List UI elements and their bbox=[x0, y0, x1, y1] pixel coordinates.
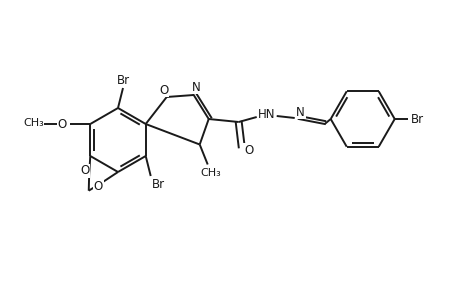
Text: O: O bbox=[244, 143, 253, 157]
Text: N: N bbox=[192, 80, 201, 94]
Text: O: O bbox=[80, 164, 90, 177]
Text: Br: Br bbox=[152, 178, 165, 190]
Text: CH₃: CH₃ bbox=[23, 118, 44, 128]
Text: O: O bbox=[57, 118, 67, 130]
Text: N: N bbox=[296, 106, 304, 118]
Text: O: O bbox=[94, 180, 103, 193]
Text: CH₃: CH₃ bbox=[200, 167, 221, 178]
Text: Br: Br bbox=[116, 74, 129, 86]
Text: O: O bbox=[159, 83, 168, 97]
Text: HN: HN bbox=[257, 107, 275, 121]
Text: Br: Br bbox=[410, 112, 423, 125]
